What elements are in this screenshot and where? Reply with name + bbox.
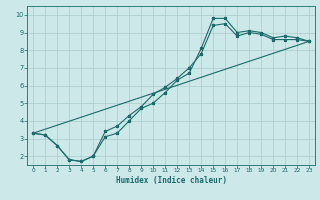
X-axis label: Humidex (Indice chaleur): Humidex (Indice chaleur) xyxy=(116,176,227,185)
